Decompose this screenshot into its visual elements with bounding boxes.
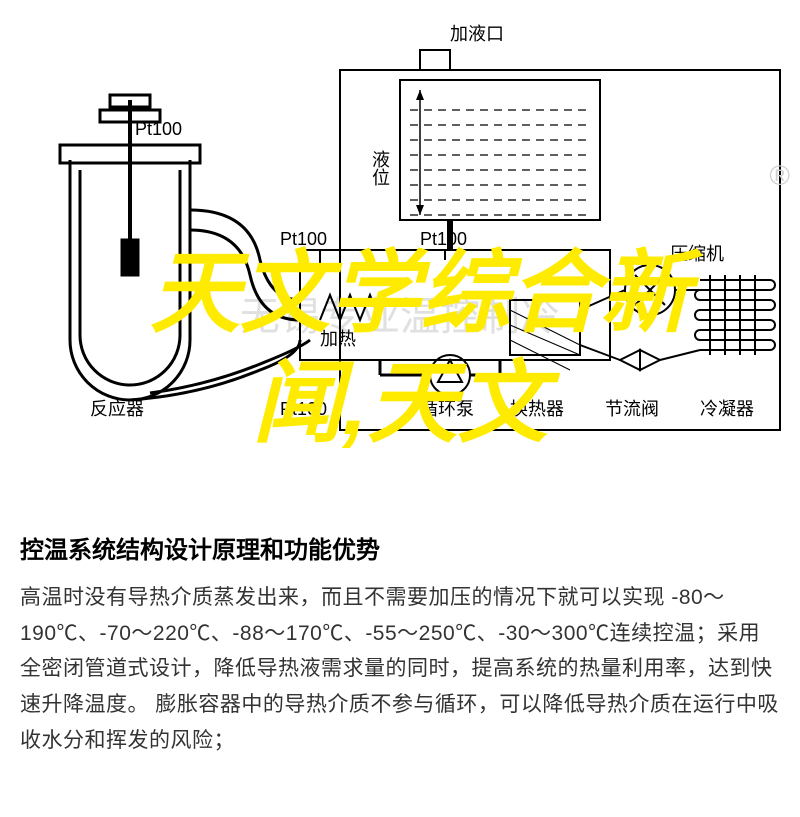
label-liquid-level: 液位 — [370, 150, 390, 186]
label-condenser: 冷凝器 — [700, 399, 754, 419]
label-pt100-reactor: Pt100 — [135, 119, 182, 139]
section-body: 高温时没有导热介质蒸发出来，而且不需要加压的情况下就可以实现 -80～190℃、… — [20, 580, 780, 758]
text-section: 控温系统结构设计原理和功能优势 高温时没有导热介质蒸发出来，而且不需要加压的情况… — [20, 530, 780, 758]
overlay-text-line2: 闻,天文 — [120, 355, 680, 454]
registered-mark: ® — [769, 160, 790, 192]
label-inlet: 加液口 — [450, 24, 504, 44]
section-heading: 控温系统结构设计原理和功能优势 — [20, 530, 780, 565]
overlay-text-line1: 天文学综合新 — [40, 245, 800, 344]
